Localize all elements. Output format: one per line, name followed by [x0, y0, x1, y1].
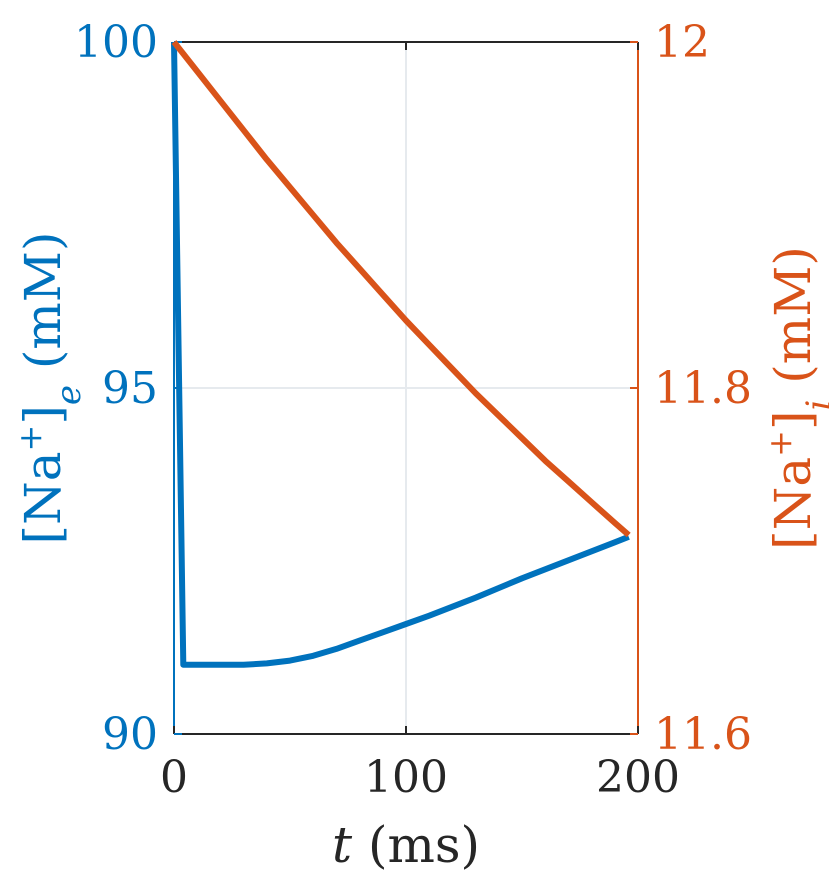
- right-y-label-mid: ]: [764, 410, 822, 430]
- left-y-axis-label: [Na+]e (mM): [11, 231, 89, 544]
- right-y-label-sup: +: [761, 430, 799, 457]
- x-axis-variable: t: [332, 816, 353, 874]
- x-axis-label: t (ms): [332, 816, 480, 874]
- right-y-label-sub: i: [799, 400, 829, 411]
- right-y-tick-label-2: 12: [654, 17, 710, 68]
- x-tick-label-2: 200: [596, 752, 680, 803]
- left-series-line-0: [171, 41, 630, 668]
- left-y-label-sup: +: [11, 425, 49, 452]
- left-y-tick-label-1: 95: [102, 363, 158, 414]
- left-y-label-prefix: [Na: [14, 451, 72, 544]
- series-lines: [171, 40, 631, 668]
- right-y-label-suffix: (mM): [764, 246, 822, 400]
- right-y-tick-label-0: 11.6: [654, 709, 752, 760]
- left-y-label-sub: e: [49, 385, 89, 405]
- right-series-line-1: [171, 40, 631, 538]
- left-y-tick-label-0: 90: [102, 709, 158, 760]
- left-y-label-mid: ]: [14, 405, 72, 425]
- x-tick-label-0: 0: [160, 752, 188, 803]
- left-y-label-suffix: (mM): [14, 231, 72, 385]
- right-y-label-prefix: [Na: [764, 457, 822, 550]
- tick-labels: 0 100 200 90 95 100 11.6 11.8 12: [74, 17, 752, 803]
- x-tick-label-1: 100: [364, 752, 448, 803]
- right-y-axis-label: [Na+]i (mM): [761, 246, 829, 550]
- right-y-tick-label-1: 11.8: [654, 363, 752, 414]
- left-y-tick-label-2: 100: [74, 17, 158, 68]
- grid: [173, 41, 639, 735]
- x-axis-unit: (ms): [352, 816, 480, 874]
